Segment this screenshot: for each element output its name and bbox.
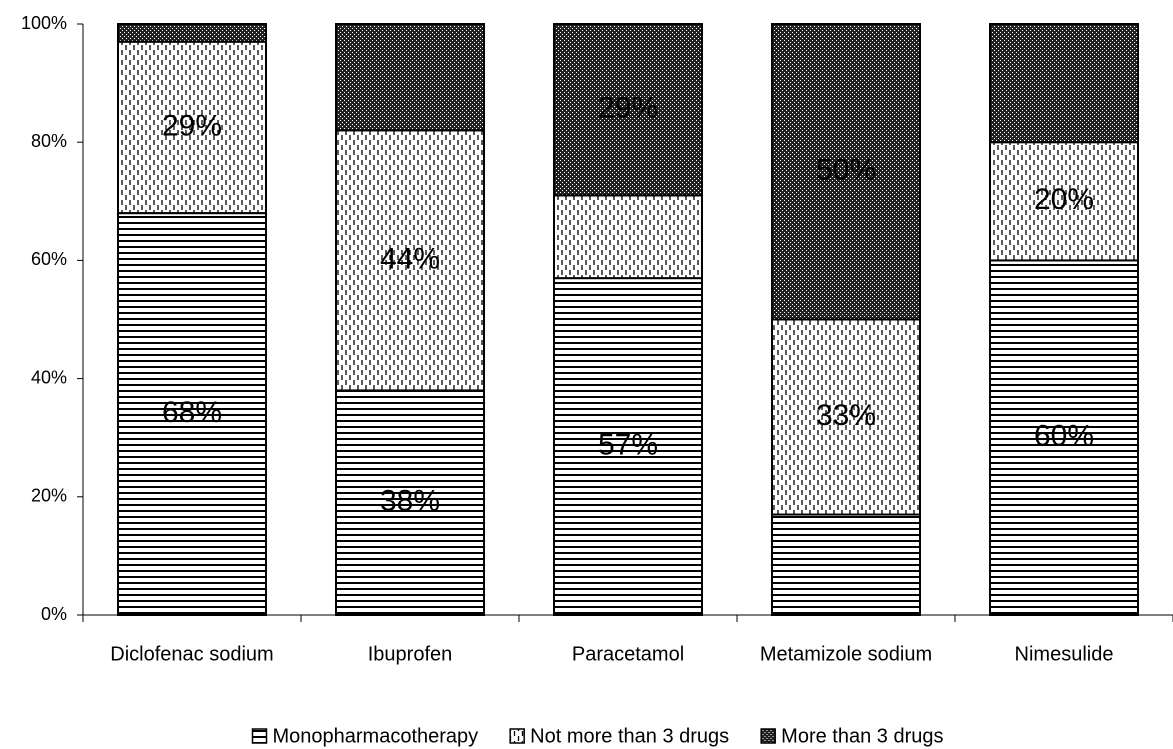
x-tick-label: Ibuprofen [368,643,453,665]
value-label: 38% [380,485,440,518]
y-tick-label: 60% [31,249,67,269]
value-label: 50% [816,154,876,187]
legend: Monopharmacotherapy Not more than 3 drugs… [251,725,944,747]
value-label: 68% [162,396,222,429]
legend-label: Monopharmacotherapy [272,725,478,747]
legend-swatch [509,728,525,744]
bar-segment [117,23,267,43]
y-tick-label: 0% [41,604,67,624]
bar-segment [771,23,921,321]
bar-segment [989,141,1139,262]
x-tick-label: Paracetamol [572,643,684,665]
x-tick-label: Nimesulide [1015,643,1114,665]
bar-segment [771,513,921,617]
value-label: 29% [162,109,222,142]
bar-segment [335,389,485,617]
legend-label: Not more than 3 drugs [530,725,729,747]
value-label: 20% [1034,183,1094,216]
y-tick-label: 40% [31,367,67,387]
y-tick-label: 80% [31,131,67,151]
bar-segment [553,23,703,197]
value-label: 60% [1034,420,1094,453]
bar-segment [117,212,267,616]
bar-segment [335,129,485,392]
y-tick-label: 100% [21,13,67,33]
x-tick-label: Metamizole sodium [760,643,932,665]
bar-segment [553,194,703,280]
bar-segment [553,277,703,616]
bar-segment [989,259,1139,616]
x-tick-label: Diclofenac sodium [110,643,273,665]
value-label: 57% [598,428,658,461]
legend-label: More than 3 drugs [781,725,943,747]
bar-segment [117,40,267,215]
bar-segment [771,318,921,516]
legend-swatch [251,728,268,744]
legend-swatch [760,728,776,744]
bar-segment [989,23,1139,144]
bar-segment [335,23,485,132]
value-label: 44% [380,242,440,275]
value-label: 33% [816,399,876,432]
y-tick-label: 20% [31,486,67,506]
value-label: 29% [598,92,658,125]
